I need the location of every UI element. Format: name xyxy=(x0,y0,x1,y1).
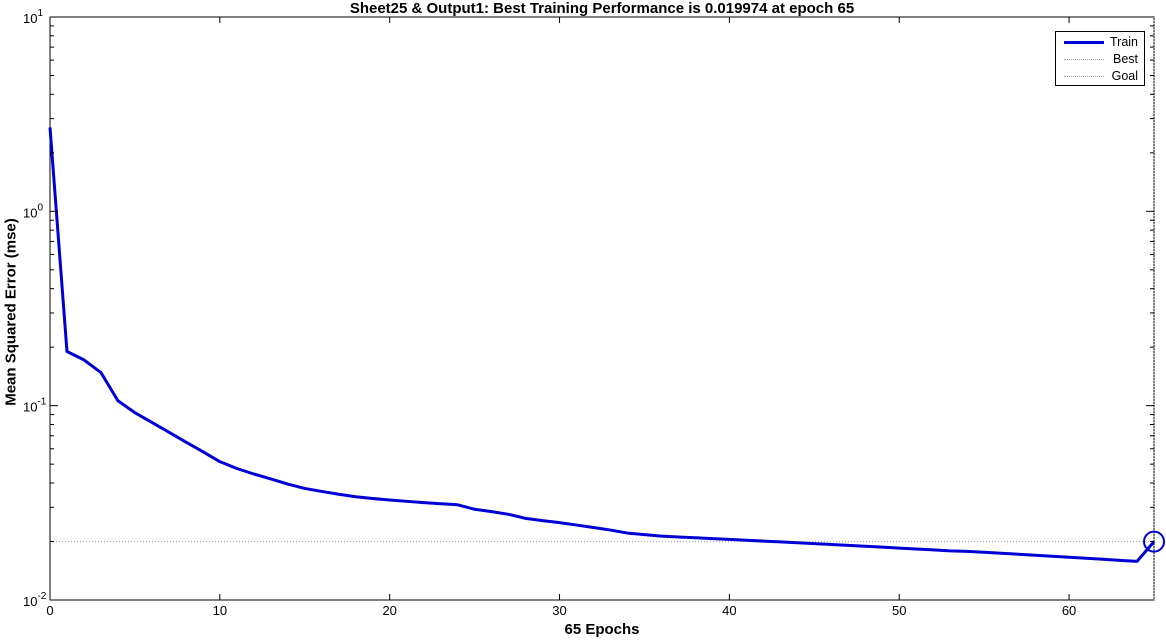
x-axis-label: 65 Epochs xyxy=(564,621,640,638)
legend-swatch-goal xyxy=(1064,76,1104,77)
y-tick-label: 10-1 xyxy=(23,397,47,415)
x-tick-label: 60 xyxy=(1062,603,1076,618)
legend-swatch-train xyxy=(1064,41,1104,44)
y-tick-label: 101 xyxy=(23,8,43,26)
legend-label-train: Train xyxy=(1109,35,1138,49)
legend-item-best: Best xyxy=(1056,51,1146,68)
x-tick-label: 20 xyxy=(382,603,396,618)
x-tick-label: 30 xyxy=(552,603,566,618)
y-axis-label: Mean Squared Error (mse) xyxy=(2,218,20,406)
train-line xyxy=(48,127,1156,563)
y-tick-label: 100 xyxy=(23,202,43,220)
x-tick-label: 50 xyxy=(892,603,906,618)
legend-label-best: Best xyxy=(1112,52,1138,66)
x-tick-label: 40 xyxy=(722,603,736,618)
legend-item-train: Train xyxy=(1056,34,1146,51)
best-point-marker xyxy=(1143,530,1165,553)
plot-area xyxy=(49,16,1155,601)
y-tick-label: 10-2 xyxy=(23,591,47,609)
chart-title: Sheet25 & Output1: Best Training Perform… xyxy=(349,0,855,17)
x-tick-label: 10 xyxy=(213,603,227,618)
x-tick-label: 0 xyxy=(46,603,53,618)
data-layer xyxy=(48,17,1165,600)
legend-item-goal: Goal xyxy=(1056,68,1146,85)
legend: Train Best Goal xyxy=(1055,31,1145,86)
axes-layer xyxy=(49,16,1155,601)
legend-label-goal: Goal xyxy=(1111,69,1138,83)
ticks-layer: 0 10 20 30 40 50 60 10-2 10-1 100 101 xyxy=(23,8,1154,618)
legend-swatch-best xyxy=(1064,59,1104,60)
